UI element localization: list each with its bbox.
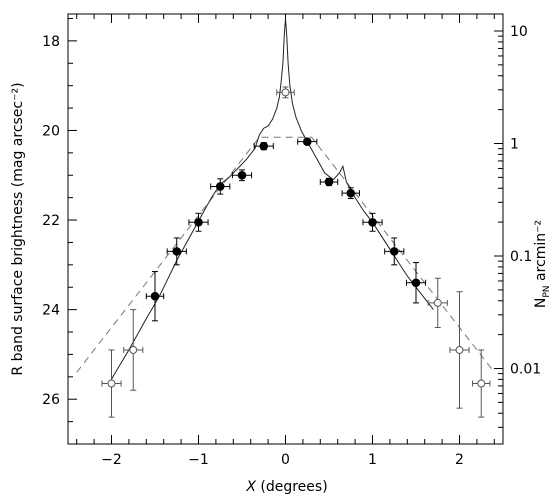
filled-data-point	[231, 169, 253, 182]
filled-circle-marker	[215, 182, 225, 191]
filled-data-point	[166, 237, 187, 266]
filled-data-point	[145, 271, 165, 322]
data-points	[101, 86, 491, 418]
y-left-tick-label: 24	[42, 303, 60, 319]
open-data-point	[472, 349, 491, 418]
filled-circle-marker	[237, 170, 247, 180]
y-left-axis-label: R band surface brightness (mag arcsec⁻²)	[10, 82, 26, 375]
y-left-tick-label: 22	[42, 213, 60, 229]
open-data-point	[123, 309, 144, 391]
y-left-tick-label: 20	[42, 123, 60, 139]
open-circle-marker	[455, 345, 464, 354]
filled-circle-marker	[346, 188, 356, 198]
filled-data-point	[405, 262, 427, 304]
filled-data-point	[253, 141, 274, 151]
filled-data-point	[210, 178, 231, 195]
curves	[76, 18, 495, 380]
y-right-axis-label-unit: arcmin⁻²	[533, 220, 549, 286]
filled-data-point	[319, 177, 339, 187]
y-right-tick-label: 0.1	[510, 249, 532, 265]
open-data-point	[427, 277, 448, 329]
open-data-point	[101, 349, 122, 418]
open-circle-marker	[129, 345, 138, 354]
y-right-tick-label: 10	[510, 24, 528, 40]
filled-circle-marker	[302, 137, 312, 146]
y-right-axis-label: NPN arcmin⁻²	[533, 220, 552, 308]
open-circle-marker	[281, 88, 290, 97]
filled-data-point	[341, 187, 360, 200]
filled-circle-marker	[324, 177, 334, 187]
axis-ticks	[68, 14, 503, 445]
y-right-axis-label-main: N	[533, 298, 549, 308]
dashed-fit-line	[76, 136, 495, 373]
open-circle-marker	[433, 298, 442, 307]
open-data-point	[276, 86, 295, 99]
y-right-tick-label: 1	[510, 137, 519, 153]
open-data-point	[449, 291, 470, 409]
y-right-axis-label-sub: PN	[542, 285, 552, 297]
open-circle-marker	[107, 379, 116, 388]
y-right-tick-label: 0.01	[510, 362, 541, 378]
filled-data-point	[362, 212, 383, 232]
x-axis-label: X (degrees)	[245, 479, 327, 495]
y-left-tick-label: 26	[42, 392, 60, 408]
axis-tick-labels: −2 −1 0 1 2 18 20 22 24 26 10 1 0.1 0.01	[42, 24, 541, 468]
x-tick-label: 2	[455, 452, 464, 468]
x-tick-label: 0	[281, 452, 290, 468]
filled-circle-marker	[172, 247, 182, 256]
filled-data-point	[384, 237, 405, 266]
open-circle-marker	[477, 379, 486, 388]
x-tick-label: 1	[368, 452, 377, 468]
x-axis-label-var: X	[245, 479, 256, 495]
filled-circle-marker	[389, 247, 399, 256]
filled-data-point	[188, 212, 209, 232]
filled-data-point	[297, 137, 318, 146]
x-tick-label: −2	[101, 452, 122, 468]
x-axis-label-unit: (degrees)	[256, 479, 328, 495]
filled-circle-marker	[411, 278, 421, 288]
filled-circle-marker	[259, 141, 269, 151]
solid-profile-line	[111, 18, 434, 380]
filled-circle-marker	[194, 217, 203, 227]
x-tick-label: −1	[188, 452, 209, 468]
filled-circle-marker	[368, 217, 377, 227]
y-left-tick-label: 18	[42, 34, 60, 50]
filled-circle-marker	[150, 291, 160, 301]
